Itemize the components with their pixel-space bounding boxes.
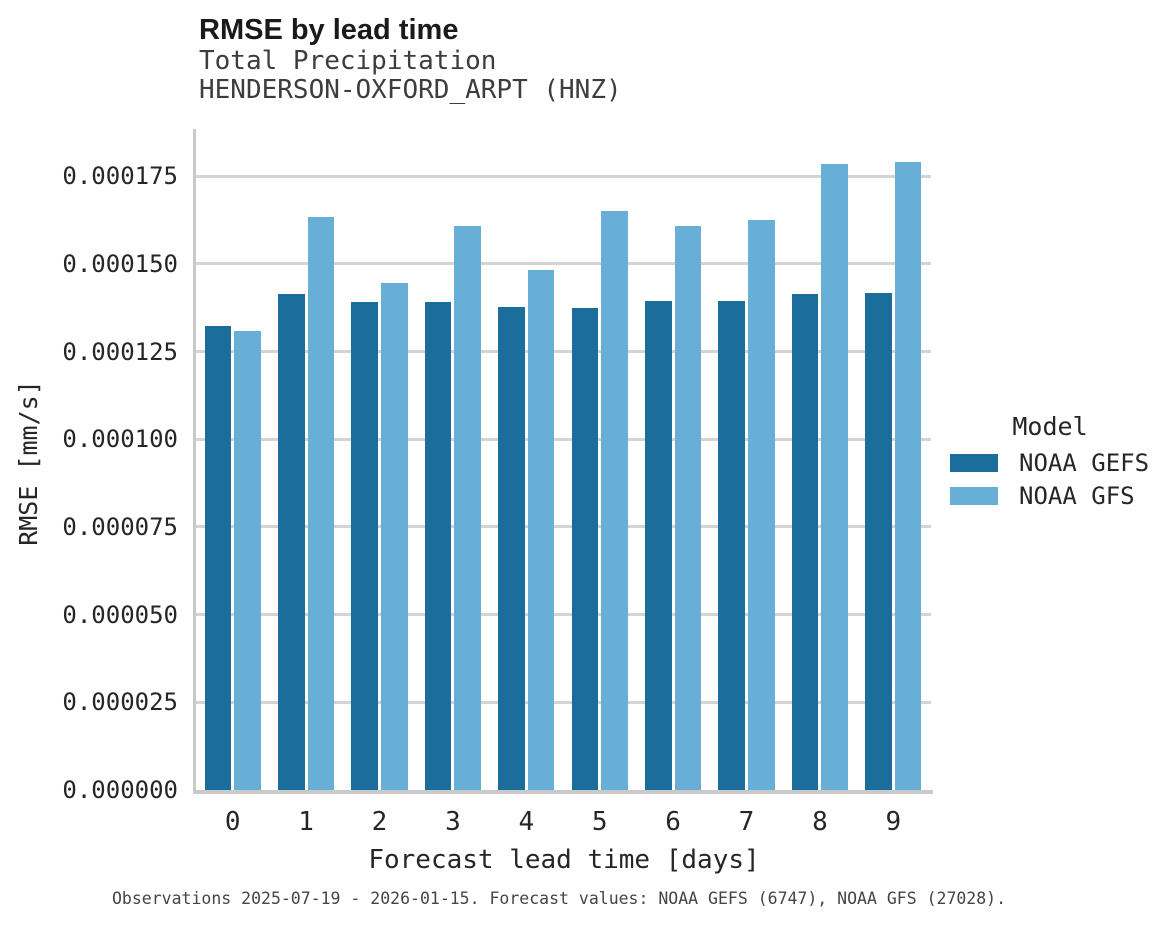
bar-noaa-gfs-lead-1	[307, 217, 335, 790]
bar-noaa-gefs-lead-7	[718, 301, 746, 790]
bar-noaa-gefs-lead-3	[424, 302, 452, 790]
x-tick-label: 8	[812, 807, 828, 837]
subtitle-variable: Total Precipitation	[199, 46, 497, 76]
gridline	[196, 174, 931, 178]
bar-noaa-gefs-lead-4	[498, 306, 525, 790]
plot-area	[193, 129, 933, 794]
y-tick-label: 0.000175	[62, 162, 178, 191]
bar-noaa-gefs-lead-1	[278, 293, 305, 790]
bar-noaa-gefs-lead-8	[791, 294, 819, 790]
y-axis-spine	[193, 129, 196, 790]
legend-swatch-noaa-gefs	[950, 454, 998, 472]
bar-noaa-gfs-lead-0	[234, 331, 261, 790]
x-tick-label: 6	[665, 807, 681, 837]
y-axis-title: RMSE [mm/s]	[14, 380, 43, 546]
bar-noaa-gfs-lead-8	[821, 164, 848, 790]
chart-subtitle: Total Precipitation HENDERSON-OXFORD_ARP…	[199, 47, 622, 105]
x-tick-label: 0	[224, 807, 241, 837]
gridline	[196, 350, 931, 353]
bar-noaa-gfs-lead-6	[674, 226, 702, 790]
bar-noaa-gfs-lead-9	[894, 161, 922, 790]
figure-caption: Observations 2025-07-19 - 2026-01-15. Fo…	[112, 889, 1007, 908]
bar-noaa-gfs-lead-3	[454, 225, 481, 790]
legend-label-noaa-gefs: NOAA GEFS	[1019, 449, 1150, 477]
bar-noaa-gefs-lead-5	[571, 307, 599, 790]
gridline	[196, 525, 931, 529]
y-tick-label: 0.000025	[62, 688, 178, 717]
subtitle-station: HENDERSON-OXFORD_ARPT (HNZ)	[199, 75, 622, 105]
x-tick-label: 2	[371, 807, 388, 837]
y-tick-label: 0.000125	[62, 337, 178, 366]
legend-swatch-noaa-gfs	[950, 487, 998, 505]
x-tick-label: 5	[591, 807, 608, 837]
bar-noaa-gefs-lead-9	[865, 292, 892, 790]
x-tick-label: 1	[298, 807, 314, 837]
chart-title: RMSE by lead time	[199, 14, 459, 46]
gridline	[196, 613, 931, 617]
bar-noaa-gfs-lead-7	[747, 219, 775, 790]
legend-title: Model	[1012, 412, 1088, 441]
gridline	[196, 437, 931, 441]
bar-noaa-gefs-lead-0	[204, 326, 232, 790]
y-tick-label: 0.000050	[62, 600, 178, 629]
y-tick-label: 0.000075	[62, 512, 178, 541]
x-tick-label: 4	[518, 807, 535, 837]
y-tick-label: 0.000150	[62, 249, 178, 278]
y-tick-label: 0.000100	[62, 425, 178, 454]
x-tick-label: 7	[738, 807, 755, 837]
bar-noaa-gfs-lead-4	[527, 269, 555, 790]
bar-noaa-gefs-lead-6	[645, 301, 672, 790]
y-tick-label: 0.000000	[62, 776, 178, 804]
bar-noaa-gefs-lead-2	[351, 302, 379, 790]
x-tick-label: 9	[885, 807, 902, 837]
bar-noaa-gfs-lead-5	[601, 211, 628, 790]
gridline	[196, 700, 931, 704]
gridline	[196, 262, 931, 266]
x-axis-line	[193, 790, 933, 794]
legend-label-noaa-gfs: NOAA GFS	[1019, 482, 1135, 510]
x-axis-title: Forecast lead time [days]	[368, 845, 760, 875]
bar-noaa-gfs-lead-2	[380, 283, 408, 790]
x-tick-label: 3	[445, 807, 461, 837]
